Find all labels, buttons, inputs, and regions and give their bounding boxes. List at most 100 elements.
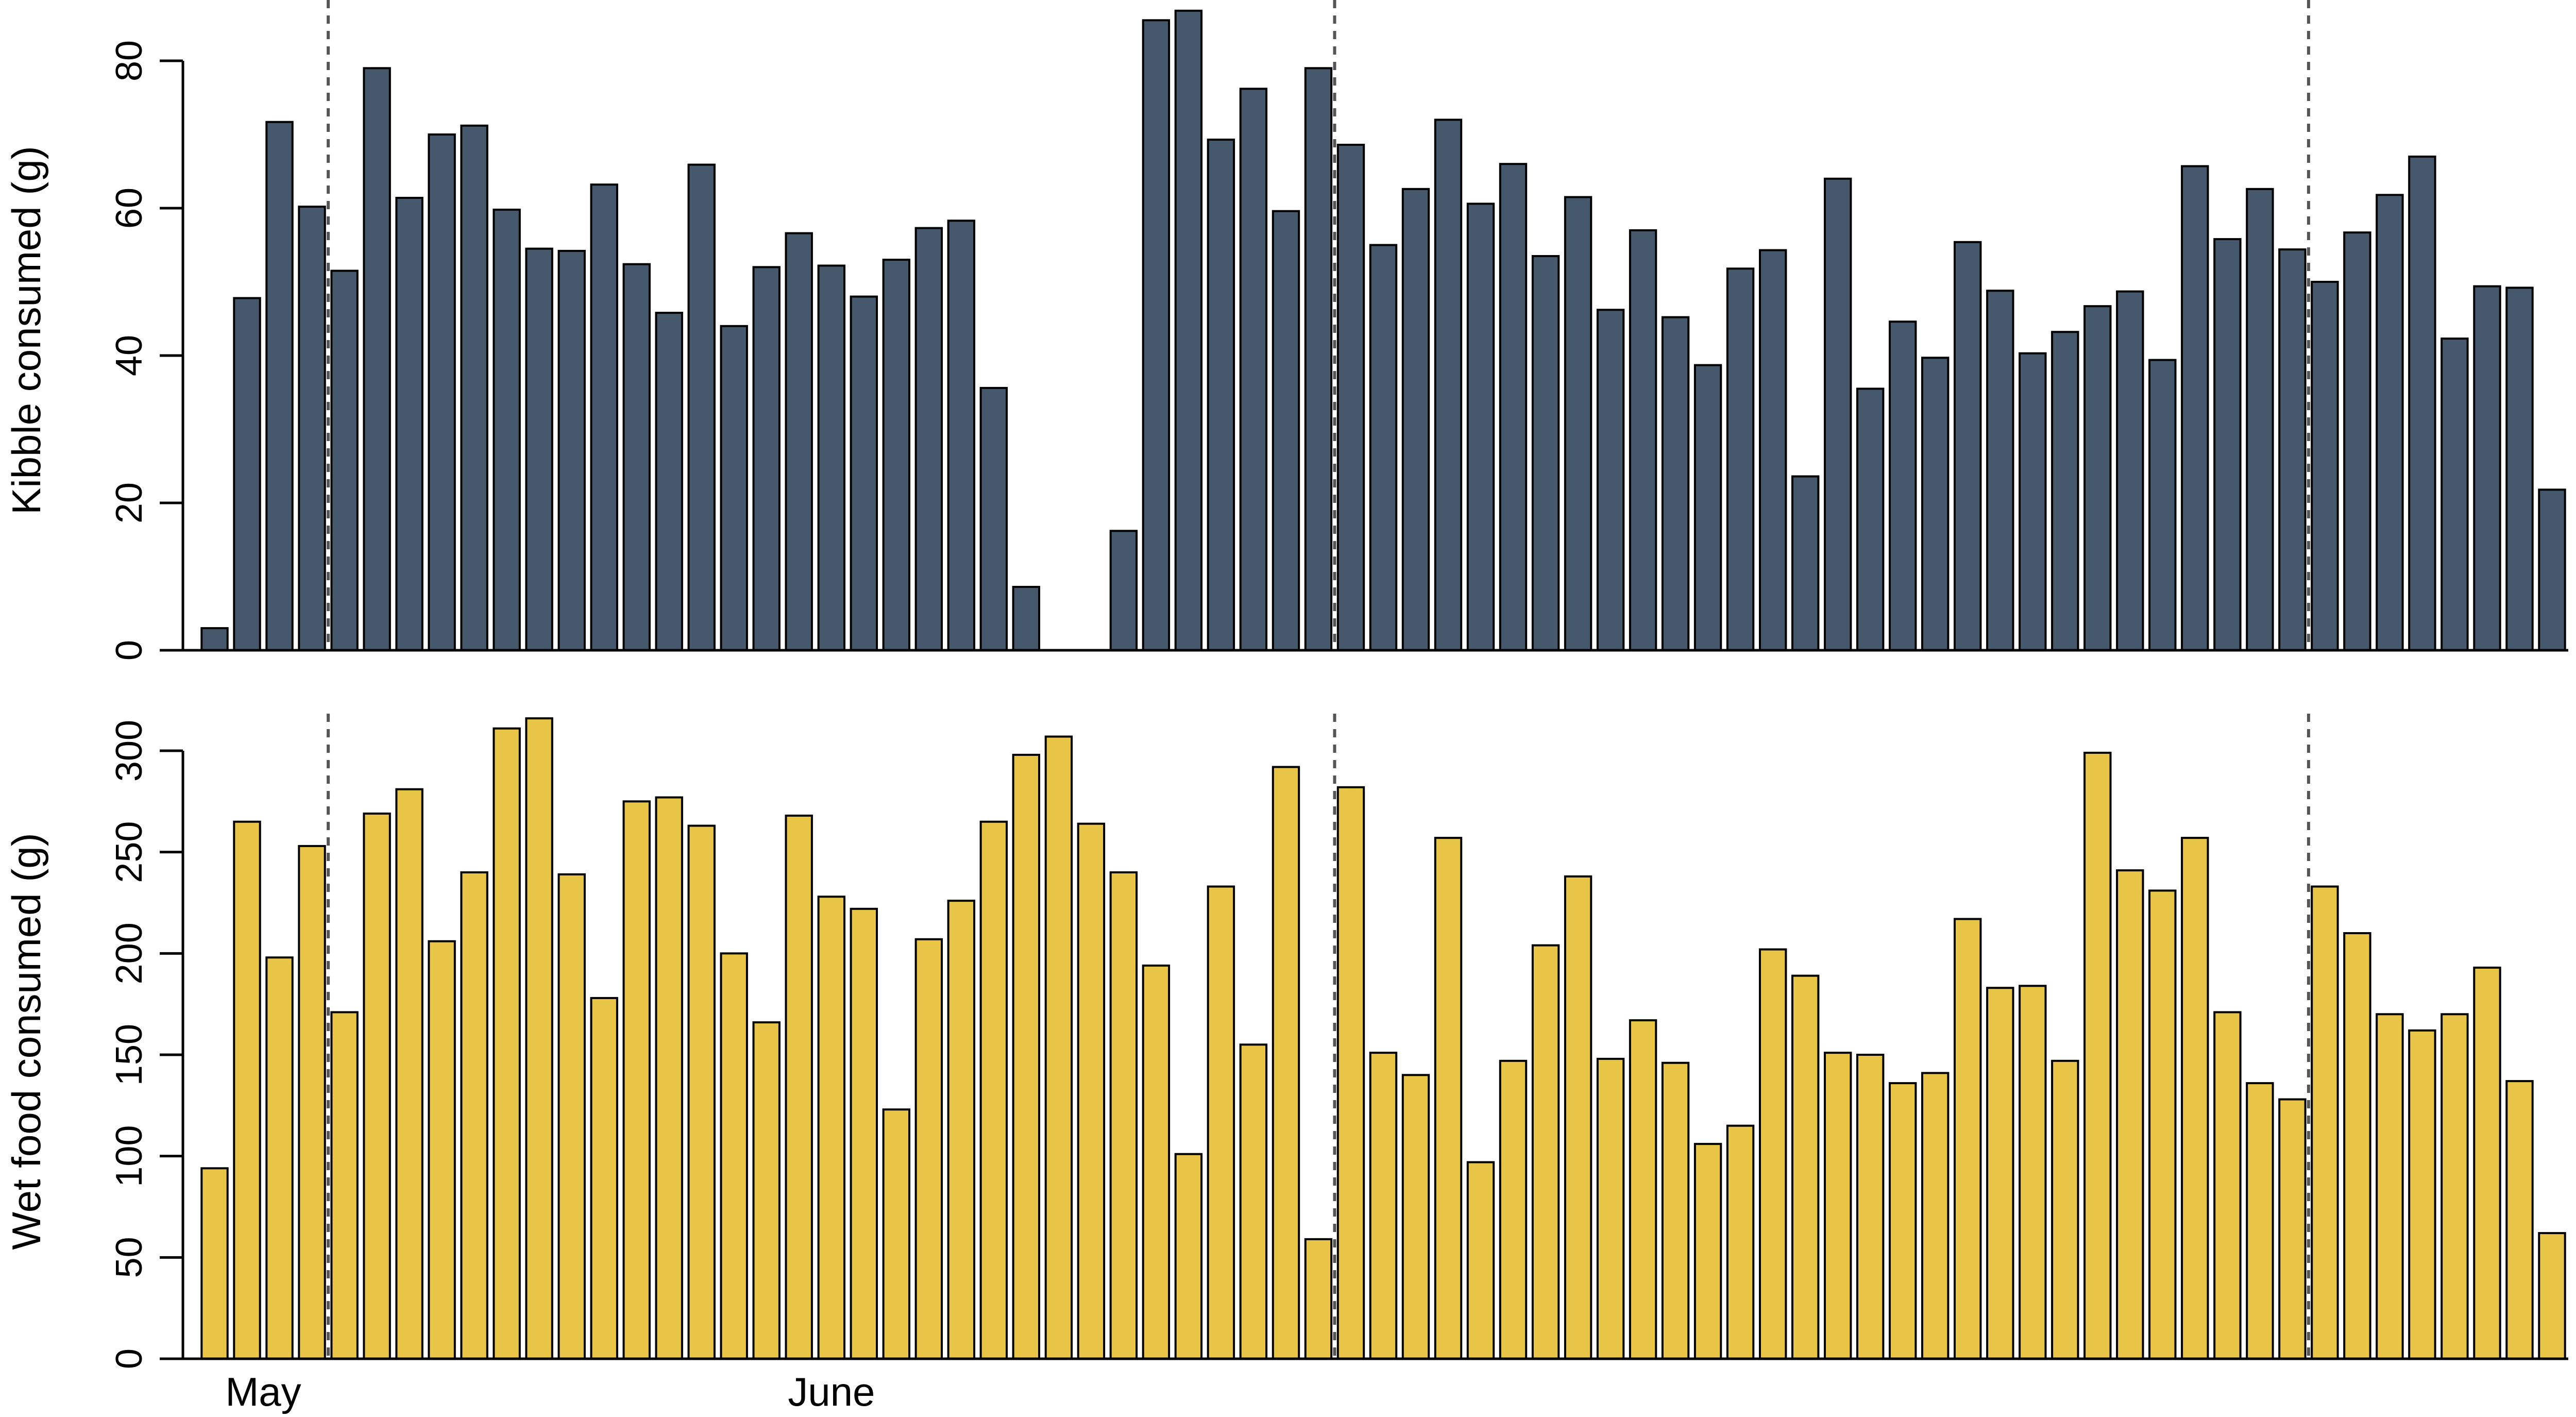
wet-food-bar: [428, 940, 456, 1360]
kibble-y-tick-label: 0: [109, 640, 150, 661]
kibble-bar: [2213, 238, 2242, 652]
kibble-bar: [1142, 19, 1171, 651]
kibble-bar: [1564, 196, 1592, 651]
kibble-bar: [2083, 305, 2112, 651]
kibble-bar: [1954, 241, 1982, 651]
wet-food-bar: [1304, 1238, 1333, 1360]
wet-food-bar: [1207, 885, 1235, 1360]
wet-food-bar: [233, 820, 261, 1360]
wet-food-chart-panel: 0 50 100 150 200 250 300 Wet food consumed (g) M…: [4, 714, 2568, 1414]
kibble-bar: [1596, 309, 1625, 651]
kibble-bar: [330, 269, 359, 651]
kibble-bar: [2505, 286, 2534, 651]
wet-food-bar: [622, 800, 651, 1360]
kibble-bar: [947, 220, 975, 651]
wet-food-bar: [395, 788, 423, 1360]
wet-food-y-tick-label: 50: [109, 1237, 150, 1278]
wet-food-bar: [1856, 1054, 1885, 1360]
kibble-y-tick-label: 60: [109, 188, 150, 229]
kibble-bar: [1791, 475, 1820, 651]
wet-food-bar: [1239, 1043, 1268, 1360]
kibble-bar: [979, 386, 1008, 652]
kibble-bar: [200, 627, 229, 651]
wet-food-bar: [1954, 918, 1982, 1360]
kibble-bar: [428, 133, 456, 651]
kibble-bar: [298, 206, 326, 652]
wet-food-bar: [1921, 1072, 1950, 1360]
kibble-y-tick-label: 40: [109, 335, 150, 376]
wet-food-bar: [1499, 1059, 1528, 1360]
kibble-bar: [557, 249, 586, 651]
kibble-bar: [1986, 290, 2014, 651]
kibble-bar: [1466, 203, 1495, 651]
wet-food-bar: [1986, 987, 2014, 1360]
wet-food-y-tick-label: 150: [109, 1024, 150, 1086]
wet-food-bar: [752, 1021, 781, 1360]
kibble-bar: [590, 183, 618, 651]
kibble-bar: [525, 247, 553, 652]
wet-food-y-tick-label: 200: [109, 922, 150, 984]
kibble-bar: [1012, 586, 1040, 651]
wet-food-bar: [2083, 751, 2112, 1360]
wet-food-bar: [200, 1167, 229, 1360]
wet-food-bar: [2246, 1082, 2274, 1360]
kibble-bar: [1207, 139, 1235, 651]
wet-food-bar: [1531, 944, 1560, 1360]
kibble-bar: [2311, 281, 2339, 651]
kibble-bar: [914, 227, 943, 652]
kibble-bar: [233, 297, 261, 651]
wet-food-bar: [2116, 869, 2144, 1360]
wet-food-bar: [914, 938, 943, 1360]
kibble-bar: [882, 259, 910, 652]
kibble-bar: [785, 232, 813, 652]
wet-food-bar: [882, 1108, 910, 1360]
kibble-bar: [1629, 229, 1657, 651]
wet-food-bar: [1759, 948, 1787, 1360]
wet-food-bar: [1791, 974, 1820, 1360]
kibble-bar: [2051, 331, 2079, 651]
wet-food-bar: [720, 952, 748, 1360]
kibble-bar: [363, 67, 391, 651]
kibble-y-tick-label: 80: [109, 40, 150, 81]
kibble-bar: [1856, 387, 1885, 652]
kibble-bar: [720, 325, 748, 651]
wet-food-bar: [2148, 889, 2177, 1360]
wet-food-bar: [1726, 1124, 1755, 1360]
kibble-bar: [1726, 267, 1755, 651]
wet-food-bar: [655, 796, 683, 1360]
kibble-bar: [1693, 364, 1722, 651]
wet-food-bar: [1629, 1019, 1657, 1360]
kibble-bar: [1401, 188, 1430, 651]
kibble-bar: [622, 263, 651, 651]
wet-food-bar: [330, 1011, 359, 1360]
wet-food-bar: [2343, 932, 2371, 1360]
kibble-bar: [493, 208, 521, 651]
wet-food-bar: [785, 814, 813, 1360]
kibble-bar: [2343, 231, 2371, 651]
wet-food-bar: [1336, 786, 1365, 1360]
kibble-bar: [265, 121, 294, 652]
kibble-bar: [752, 266, 781, 651]
kibble-bar: [1369, 244, 1398, 651]
kibble-bar: [655, 312, 683, 651]
kibble-bar: [687, 163, 716, 652]
wet-food-bar: [1369, 1052, 1398, 1360]
kibble-bar: [2278, 248, 2307, 652]
kibble-bar: [2019, 352, 2047, 651]
wet-food-bar: [979, 820, 1008, 1360]
kibble-bar: [1499, 163, 1528, 651]
wet-food-bar: [2051, 1059, 2079, 1360]
wet-food-bar: [265, 956, 294, 1360]
wet-food-bar: [947, 900, 975, 1360]
kibble-bar: [2116, 290, 2144, 651]
kibble-bar: [1304, 67, 1333, 651]
wet-food-bar: [850, 907, 878, 1360]
month-label: May: [225, 1369, 301, 1414]
wet-food-bar: [1434, 837, 1463, 1360]
wet-food-bar: [1564, 875, 1592, 1360]
wet-food-y-tick-label: 300: [109, 720, 150, 782]
kibble-bar: [395, 197, 423, 651]
kibble-bar: [2376, 194, 2404, 651]
wet-food-bar: [1044, 735, 1073, 1360]
